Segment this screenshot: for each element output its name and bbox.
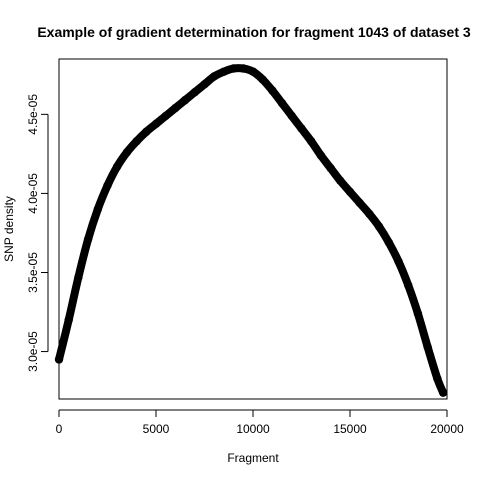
data-point xyxy=(438,388,448,397)
data-point xyxy=(297,124,306,133)
data-point xyxy=(355,198,364,208)
data-point xyxy=(83,235,93,244)
plot-frame xyxy=(58,58,448,400)
data-point xyxy=(268,86,277,95)
data-point xyxy=(277,99,287,108)
data-point xyxy=(316,151,326,160)
data-point xyxy=(423,342,432,352)
data-point xyxy=(151,119,161,129)
data-point xyxy=(307,137,316,146)
y-tick-label: 3.0e-05 xyxy=(26,331,40,372)
data-point xyxy=(365,209,374,219)
x-axis: 0 5000 10000 15000 20000 xyxy=(56,409,464,436)
data-point xyxy=(142,127,151,136)
y-tick-label: 3.5e-05 xyxy=(26,252,40,293)
data-point xyxy=(433,374,442,383)
x-tick-label: 10000 xyxy=(236,422,270,436)
data-point xyxy=(93,205,103,214)
data-point xyxy=(132,137,141,146)
data-point xyxy=(345,187,355,197)
data-point xyxy=(239,64,248,73)
x-tick-label: 15000 xyxy=(333,422,367,436)
data-point xyxy=(74,273,83,282)
y-tick-label: 4.5e-05 xyxy=(26,94,40,135)
data-point xyxy=(287,111,296,121)
data-point xyxy=(122,148,132,157)
series-line xyxy=(55,64,448,397)
data-point xyxy=(394,257,403,266)
data-point xyxy=(413,309,423,318)
x-tick-label: 20000 xyxy=(430,422,464,436)
data-point xyxy=(219,67,229,76)
data-point xyxy=(64,315,73,325)
x-tick-label: 0 xyxy=(56,422,63,436)
y-axis: 3.0e-05 3.5e-05 4.0e-05 4.5e-05 xyxy=(26,94,49,372)
data-point xyxy=(103,181,112,190)
data-point xyxy=(404,280,413,290)
data-point xyxy=(180,95,190,105)
data-point xyxy=(210,72,219,81)
data-point xyxy=(171,103,180,113)
x-tick-label: 5000 xyxy=(143,422,170,436)
y-tick-label: 4.0e-05 xyxy=(26,173,40,214)
y-axis-label: SNP density xyxy=(2,196,16,262)
data-point xyxy=(229,64,238,73)
data-point xyxy=(326,163,335,173)
series-layer xyxy=(54,64,448,397)
data-point xyxy=(190,88,199,97)
chart-title: Example of gradient determination for fr… xyxy=(37,24,471,40)
data-point xyxy=(374,222,384,231)
data-point xyxy=(113,162,122,171)
data-point xyxy=(161,111,170,121)
data-point xyxy=(200,80,209,89)
x-axis-label: Fragment xyxy=(227,451,279,465)
data-point xyxy=(54,355,64,364)
data-point xyxy=(258,75,267,84)
data-point xyxy=(248,67,258,76)
data-point xyxy=(336,176,345,185)
data-point xyxy=(384,238,393,247)
